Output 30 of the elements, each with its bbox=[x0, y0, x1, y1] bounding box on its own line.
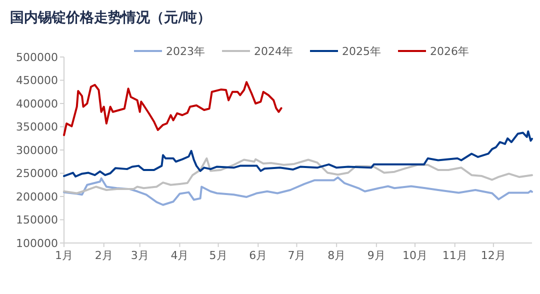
x-tick-label: 12月 bbox=[480, 249, 506, 262]
y-tick-label: 400000 bbox=[16, 97, 58, 110]
y-tick-label: 150000 bbox=[16, 214, 58, 227]
legend-label: 2025年 bbox=[342, 44, 381, 58]
y-tick-label: 450000 bbox=[16, 74, 58, 88]
legend-label: 2023年 bbox=[166, 44, 205, 58]
x-tick-label: 5月 bbox=[209, 249, 228, 262]
y-tick-label: 350000 bbox=[16, 120, 58, 134]
x-tick-label: 9月 bbox=[367, 249, 386, 262]
y-tick-label: 300000 bbox=[16, 144, 58, 157]
y-tick-label: 200000 bbox=[16, 190, 58, 204]
line-series bbox=[63, 81, 282, 136]
y-tick-label: 500000 bbox=[16, 50, 58, 64]
x-tick-label: 6月 bbox=[249, 249, 268, 262]
x-tick-label: 3月 bbox=[130, 249, 149, 262]
y-tick-label: 100000 bbox=[16, 236, 58, 250]
line-series bbox=[63, 157, 533, 194]
legend-label: 2024年 bbox=[254, 44, 293, 58]
x-tick-label: 10月 bbox=[402, 249, 428, 262]
x-tick-label: 4月 bbox=[170, 249, 189, 262]
x-tick-label: 2月 bbox=[94, 249, 113, 262]
x-tick-label: 8月 bbox=[328, 249, 346, 262]
line-series bbox=[63, 176, 533, 206]
line-series bbox=[63, 130, 533, 178]
y-tick-label: 250000 bbox=[16, 167, 58, 180]
chart-title: 国内锡锭价格走势情况（元/吨） bbox=[10, 10, 212, 26]
x-tick-label: 7月 bbox=[288, 249, 306, 262]
legend-label: 2026年 bbox=[430, 44, 469, 58]
x-tick-label: 1月 bbox=[55, 249, 73, 262]
x-tick-label: 11月 bbox=[442, 249, 468, 262]
